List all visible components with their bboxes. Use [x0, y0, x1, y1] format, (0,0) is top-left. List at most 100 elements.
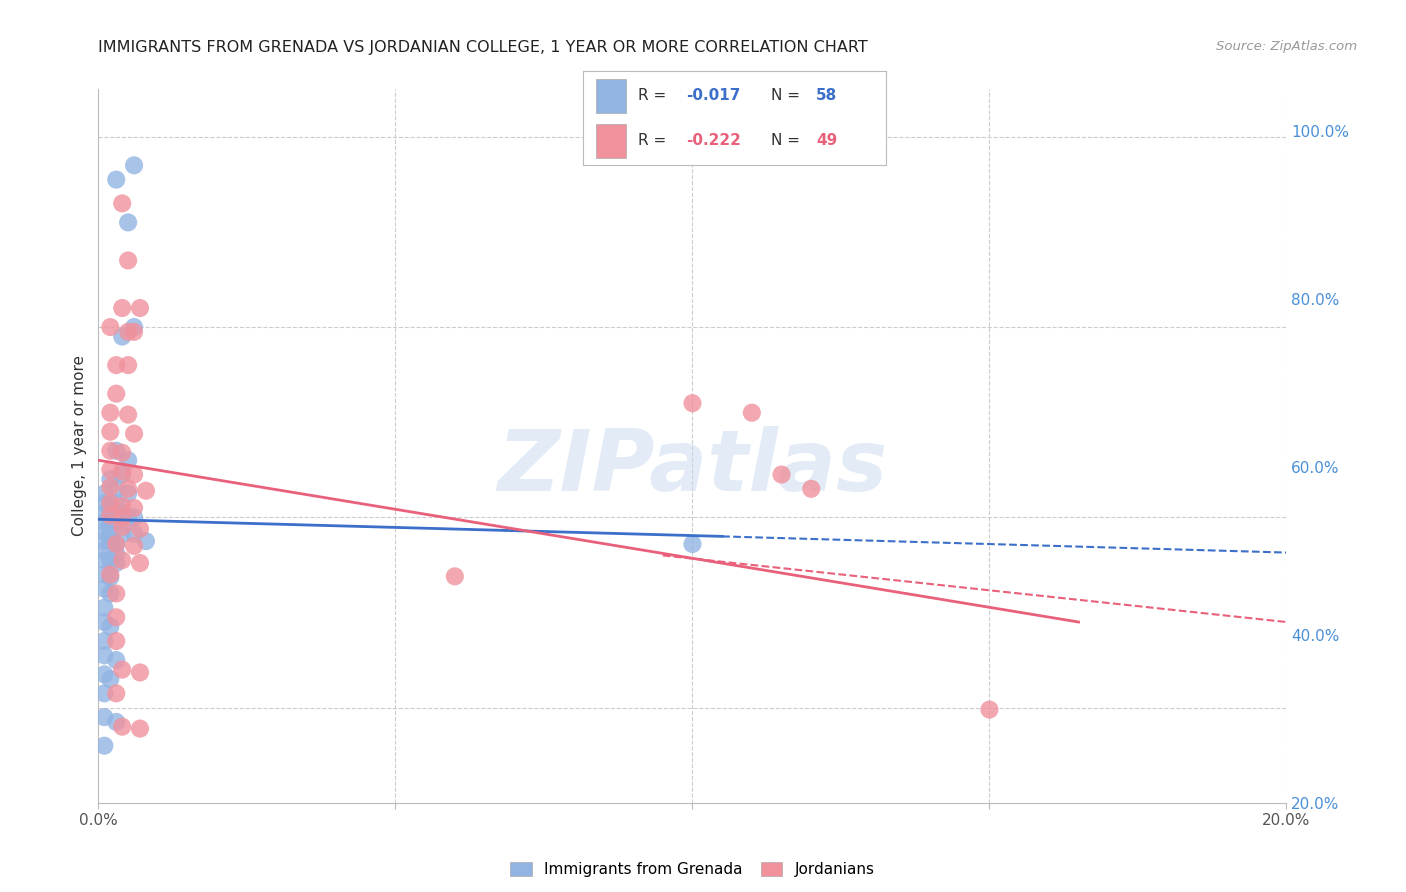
Point: [800, 482, 823, 496]
Point: [111, 465, 134, 479]
Point: [105, 482, 128, 496]
Point: [117, 253, 139, 268]
Point: [122, 158, 145, 172]
Point: [117, 453, 139, 467]
Point: [93, 524, 115, 539]
Point: [129, 301, 152, 315]
Point: [98, 570, 121, 584]
Point: [111, 196, 134, 211]
Point: [105, 634, 128, 648]
Point: [105, 537, 128, 551]
Text: N =: N =: [770, 87, 804, 103]
Point: [98, 515, 121, 529]
Point: [122, 320, 145, 334]
Point: [93, 553, 115, 567]
Point: [117, 358, 139, 372]
Point: [98, 508, 121, 523]
Point: [93, 634, 115, 648]
Point: [93, 534, 115, 549]
Point: [117, 510, 139, 524]
Point: [93, 567, 115, 582]
Point: [122, 325, 145, 339]
Point: [135, 534, 157, 549]
Point: [93, 667, 115, 681]
Point: [98, 406, 121, 420]
Point: [741, 406, 763, 420]
Point: [135, 483, 157, 498]
Point: [105, 537, 128, 551]
Point: [111, 301, 134, 315]
Point: [98, 502, 121, 516]
Point: [93, 648, 115, 663]
Point: [105, 686, 128, 700]
Point: [682, 537, 704, 551]
Point: [111, 329, 134, 343]
Point: [122, 467, 145, 482]
Point: [122, 510, 145, 524]
Point: [979, 702, 1001, 716]
Point: [93, 710, 115, 724]
Point: [98, 425, 121, 439]
Point: [98, 463, 121, 477]
Point: [93, 496, 115, 510]
Point: [122, 539, 145, 553]
Point: [122, 426, 145, 441]
Point: [111, 506, 134, 520]
Text: 49: 49: [817, 133, 838, 148]
Point: [105, 610, 128, 624]
Point: [93, 739, 115, 753]
Legend: Immigrants from Grenada, Jordanians: Immigrants from Grenada, Jordanians: [510, 862, 875, 877]
Y-axis label: College, 1 year or more: College, 1 year or more: [72, 356, 87, 536]
Point: [105, 586, 128, 600]
Point: [105, 358, 128, 372]
Point: [105, 443, 128, 458]
Point: [98, 320, 121, 334]
Point: [105, 653, 128, 667]
Text: N =: N =: [770, 133, 804, 148]
Point: [111, 520, 134, 534]
Point: [443, 569, 465, 583]
Text: -0.222: -0.222: [686, 133, 741, 148]
Point: [105, 556, 128, 570]
Point: [105, 547, 128, 561]
Point: [105, 515, 128, 529]
Bar: [596, 78, 626, 112]
Bar: [596, 124, 626, 158]
Text: -0.017: -0.017: [686, 87, 741, 103]
Text: Source: ZipAtlas.com: Source: ZipAtlas.com: [1216, 40, 1357, 54]
Point: [98, 620, 121, 634]
Point: [122, 500, 145, 515]
Point: [111, 445, 134, 459]
Point: [98, 472, 121, 486]
Point: [98, 586, 121, 600]
Text: R =: R =: [638, 87, 671, 103]
Point: [105, 496, 128, 510]
Point: [111, 527, 134, 541]
Point: [117, 408, 139, 422]
Text: IMMIGRANTS FROM GRENADA VS JORDANIAN COLLEGE, 1 YEAR OR MORE CORRELATION CHART: IMMIGRANTS FROM GRENADA VS JORDANIAN COL…: [98, 40, 868, 55]
Point: [98, 672, 121, 686]
Point: [93, 506, 115, 520]
Point: [111, 720, 134, 734]
Point: [93, 543, 115, 558]
Point: [111, 663, 134, 677]
Point: [117, 486, 139, 500]
Point: [111, 467, 134, 482]
Point: [105, 386, 128, 401]
Point: [111, 510, 134, 524]
Text: ZIPatlas: ZIPatlas: [498, 425, 887, 509]
Point: [105, 506, 128, 520]
Point: [98, 553, 121, 567]
Point: [117, 482, 139, 496]
Point: [117, 325, 139, 339]
Point: [93, 686, 115, 700]
Point: [93, 615, 115, 629]
Point: [682, 396, 704, 410]
Text: 58: 58: [817, 87, 838, 103]
Text: R =: R =: [638, 133, 671, 148]
Point: [105, 714, 128, 729]
Point: [98, 443, 121, 458]
Point: [117, 215, 139, 229]
Point: [93, 600, 115, 615]
Point: [111, 499, 134, 513]
